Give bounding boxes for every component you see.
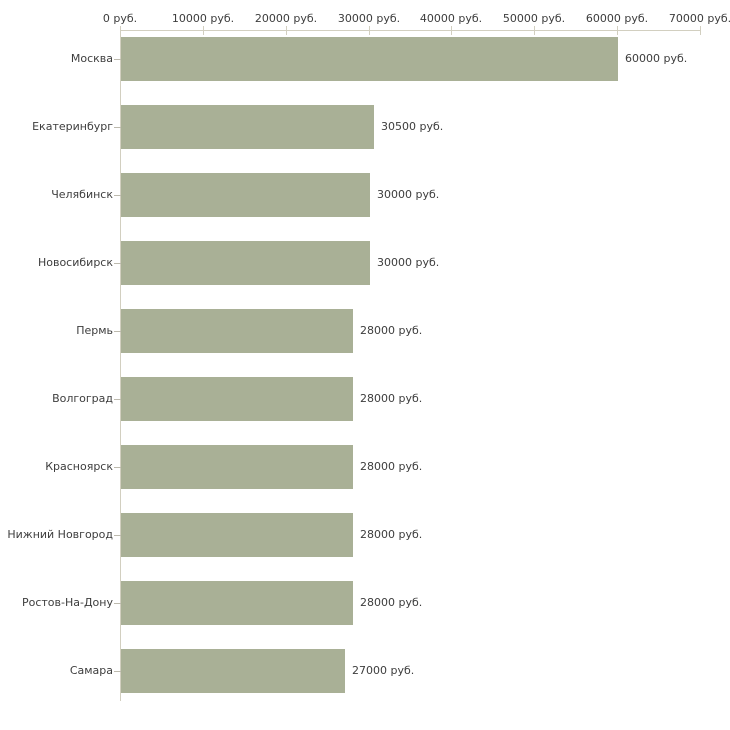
value-label: 30500 руб. — [381, 120, 444, 133]
bar — [121, 649, 345, 693]
category-tick-mark — [114, 399, 121, 400]
x-tick-mark — [617, 26, 618, 35]
value-label: 30000 руб. — [377, 256, 440, 269]
value-label: 60000 руб. — [625, 52, 688, 65]
category-label: Пермь — [76, 324, 113, 337]
x-axis-line — [120, 30, 701, 31]
x-tick-mark — [534, 26, 535, 35]
value-label: 28000 руб. — [360, 596, 423, 609]
value-label: 28000 руб. — [360, 392, 423, 405]
category-tick-mark — [114, 127, 121, 128]
category-tick-mark — [114, 603, 121, 604]
category-label: Челябинск — [51, 188, 113, 201]
x-tick-mark — [120, 26, 121, 35]
x-tick-mark — [369, 26, 370, 35]
value-label: 30000 руб. — [377, 188, 440, 201]
x-tick-label: 0 руб. — [102, 12, 138, 25]
x-tick-mark — [286, 26, 287, 35]
category-tick-mark — [114, 671, 121, 672]
category-tick-mark — [114, 535, 121, 536]
category-label: Екатеринбург — [32, 120, 113, 133]
x-tick-label: 20000 руб. — [254, 12, 318, 25]
bar — [121, 173, 370, 217]
category-label: Новосибирск — [37, 256, 113, 269]
y-axis-line — [120, 30, 121, 701]
category-label: Красноярск — [45, 460, 113, 473]
category-tick-mark — [114, 263, 121, 264]
x-tick-label: 30000 руб. — [337, 12, 401, 25]
value-label: 28000 руб. — [360, 528, 423, 541]
x-tick-mark — [700, 26, 701, 35]
category-label: Волгоград — [52, 392, 113, 405]
category-tick-mark — [114, 59, 121, 60]
bar — [121, 445, 353, 489]
category-tick-mark — [114, 195, 121, 196]
x-tick-label: 10000 руб. — [171, 12, 235, 25]
bar — [121, 105, 374, 149]
category-label: Москва — [70, 52, 113, 65]
bar — [121, 309, 353, 353]
x-tick-label: 40000 руб. — [419, 12, 483, 25]
bar — [121, 241, 370, 285]
x-tick-label: 50000 руб. — [502, 12, 566, 25]
x-tick-mark — [451, 26, 452, 35]
bar — [121, 581, 353, 625]
x-tick-label: 70000 руб. — [668, 12, 730, 25]
x-tick-mark — [203, 26, 204, 35]
category-label: Ростов-На-Дону — [21, 596, 113, 609]
category-label: Нижний Новгород — [7, 528, 113, 541]
value-label: 28000 руб. — [360, 324, 423, 337]
bar — [121, 513, 353, 557]
value-label: 27000 руб. — [352, 664, 415, 677]
bar — [121, 377, 353, 421]
category-tick-mark — [114, 467, 121, 468]
value-label: 28000 руб. — [360, 460, 423, 473]
category-label: Самара — [69, 664, 113, 677]
bar — [121, 37, 618, 81]
category-tick-mark — [114, 331, 121, 332]
x-tick-label: 60000 руб. — [585, 12, 649, 25]
